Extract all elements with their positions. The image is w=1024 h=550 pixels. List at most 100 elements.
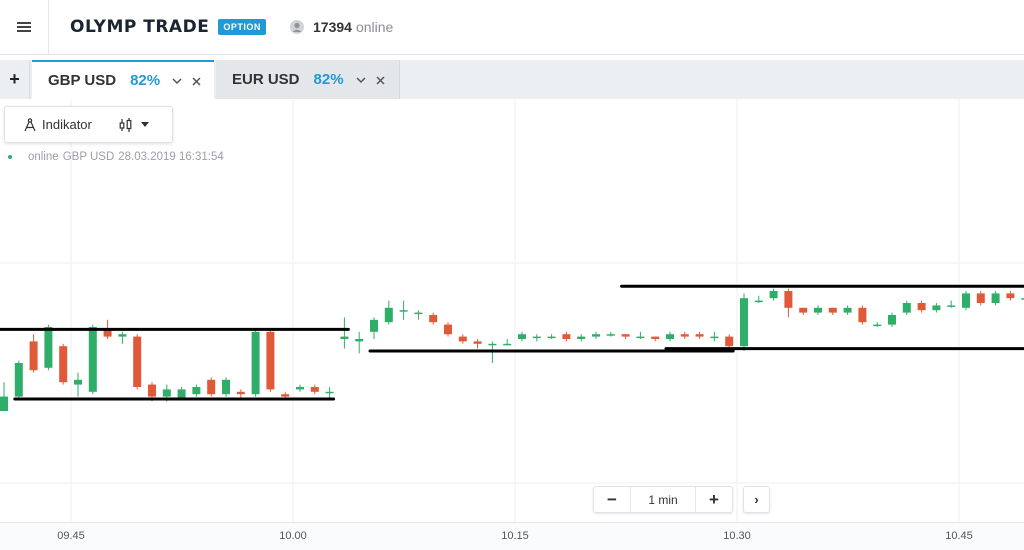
timeframe-label[interactable]: 1 min	[630, 487, 696, 512]
candle-body	[814, 307, 822, 313]
indicator-label: Indikator	[42, 117, 92, 132]
candle	[636, 331, 645, 339]
caret-down-icon	[140, 122, 149, 127]
candle	[59, 343, 68, 385]
candle-body	[148, 384, 156, 397]
close-icon[interactable]	[192, 73, 201, 89]
candle	[503, 339, 512, 346]
candle	[592, 331, 600, 339]
candle	[177, 387, 186, 399]
candle	[518, 331, 526, 342]
candle	[296, 384, 304, 392]
candle-body	[666, 334, 674, 339]
candle-body	[932, 305, 941, 311]
candle-body	[74, 379, 82, 385]
candle-body	[29, 341, 38, 371]
candle-body	[310, 387, 319, 392]
candle-body	[118, 334, 127, 337]
candlestick-icon	[119, 117, 132, 132]
chart-type-button[interactable]	[118, 117, 149, 133]
hamburger-icon	[17, 22, 31, 32]
candle-body	[0, 396, 8, 411]
candle	[873, 322, 882, 327]
candle	[44, 324, 53, 371]
candle-body	[518, 334, 526, 339]
candle	[473, 339, 482, 349]
candle-body	[621, 334, 630, 337]
zoom-in-button[interactable]: +	[709, 489, 719, 509]
online-label: online	[355, 19, 394, 35]
scroll-forward-button[interactable]: ›	[743, 486, 770, 513]
candle-body	[962, 293, 970, 308]
candle-body	[902, 303, 911, 313]
candle	[799, 307, 808, 315]
candle-body	[325, 391, 334, 394]
candle-body	[44, 327, 53, 368]
candle-body	[577, 336, 586, 339]
candle-body	[784, 291, 793, 308]
candle-body	[873, 324, 882, 327]
candle-body	[843, 307, 852, 313]
online-indicator: 17394 online	[290, 19, 393, 35]
candle-body	[458, 336, 467, 342]
candle-body	[799, 307, 808, 313]
chart-area[interactable]: Indikator online GBP USD 28.03.2019 16:3…	[0, 99, 1024, 550]
tab-eur-usd[interactable]: EUR USD 82%	[216, 60, 400, 99]
menu-button[interactable]	[0, 0, 49, 54]
candle-body	[88, 327, 97, 392]
candle	[769, 288, 778, 301]
candle-body	[769, 291, 778, 299]
candle-body	[207, 379, 216, 395]
candle-body	[547, 336, 556, 339]
candle	[29, 334, 38, 373]
close-icon[interactable]	[376, 72, 385, 88]
tab-payout: 82%	[130, 72, 161, 89]
candle-body	[296, 387, 304, 390]
candle-body	[651, 336, 660, 339]
candle-body	[828, 307, 837, 313]
add-tab-button[interactable]: +	[0, 60, 30, 99]
chart-toolbox: Indikator	[4, 106, 173, 143]
candle	[828, 307, 837, 315]
indicator-button[interactable]: Indikator	[5, 107, 92, 142]
top-bar: OLYMP TRADE OPTION 17394 online	[0, 0, 1024, 55]
candle-body	[340, 336, 349, 339]
candle-body	[177, 389, 186, 399]
info-status: online	[28, 151, 59, 163]
candle-body	[680, 334, 689, 337]
candle-body	[222, 379, 230, 395]
candle	[1021, 298, 1024, 300]
candle	[0, 382, 8, 411]
tab-gbp-usd[interactable]: GBP USD 82%	[32, 60, 214, 99]
candle-body	[1021, 298, 1024, 300]
candle-body	[858, 307, 867, 323]
candle	[843, 305, 852, 315]
logo[interactable]: OLYMP TRADE OPTION	[70, 16, 266, 38]
logo-text: OLYMP TRADE	[70, 17, 210, 37]
x-tick-label: 10.30	[723, 530, 751, 542]
candle	[991, 291, 1000, 306]
candle	[858, 305, 867, 325]
candle-body	[710, 336, 719, 339]
x-tick-label: 09.45	[57, 530, 85, 542]
zoom-controls: − 1 min + ›	[593, 486, 770, 513]
chevron-down-icon[interactable]	[172, 73, 182, 88]
candle-body	[606, 334, 615, 336]
user-icon	[290, 20, 304, 34]
candle-body	[133, 336, 142, 387]
candle	[902, 300, 911, 315]
candle-body	[266, 331, 275, 390]
candle	[621, 334, 630, 339]
price-chart[interactable]	[0, 99, 1024, 522]
candle-body	[103, 329, 112, 337]
candle-body	[444, 324, 452, 335]
chevron-down-icon[interactable]	[356, 72, 366, 87]
candle-body	[947, 305, 956, 307]
zoom-group: − 1 min +	[593, 486, 733, 513]
candle	[932, 303, 941, 313]
candle-body	[162, 389, 171, 397]
compass-icon	[24, 117, 36, 131]
zoom-out-button[interactable]: −	[607, 489, 617, 509]
candle-body	[991, 293, 1000, 303]
candle-body	[399, 310, 408, 312]
